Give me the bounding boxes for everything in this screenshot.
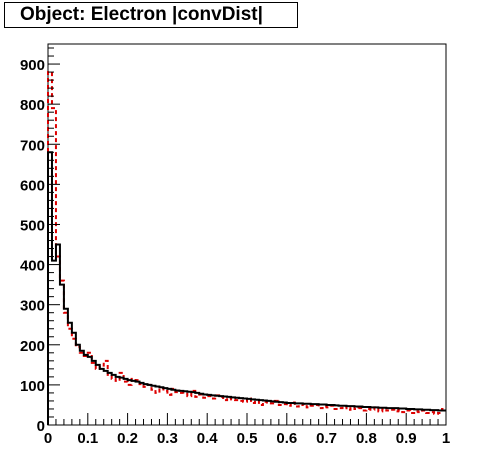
y-tick-label: 800 [20,97,45,114]
x-tick-label: 0.6 [276,430,297,447]
y-tick-label: 900 [20,57,45,74]
series-layer [47,71,446,425]
y-tick-label: 300 [20,298,45,315]
y-tick-label: 0 [37,418,45,435]
axis-layer: 0 0.1 0.2 0.3 0.4 0.5 0.6 0.7 0.8 0.9 1 0 100 200 300 4… [20,47,450,447]
x-tick-label: 0.7 [316,430,337,447]
x-tick-label: 0.2 [117,430,138,447]
x-tick-label: 0.5 [237,430,258,447]
x-tick-label: 0.8 [356,430,377,447]
x-tick-label: 0 [44,430,52,447]
y-tick-label: 200 [20,338,45,355]
y-tick-label: 500 [20,217,45,234]
x-tick-label: 1 [442,430,450,447]
chart-title: Object: Electron |convDist| [4,2,298,28]
x-tick-label: 0.9 [396,430,417,447]
x-tick-label: 0.4 [197,430,219,447]
y-tick-label: 700 [20,137,45,154]
histogram-series-solid [47,151,446,425]
y-tick-label: 100 [20,378,45,395]
y-tick-label: 600 [20,177,45,194]
x-tick-label: 0.3 [157,430,178,447]
histogram-series-dashed [47,71,446,425]
x-tick-label: 0.1 [77,430,98,447]
y-tick-label: 400 [20,258,45,275]
